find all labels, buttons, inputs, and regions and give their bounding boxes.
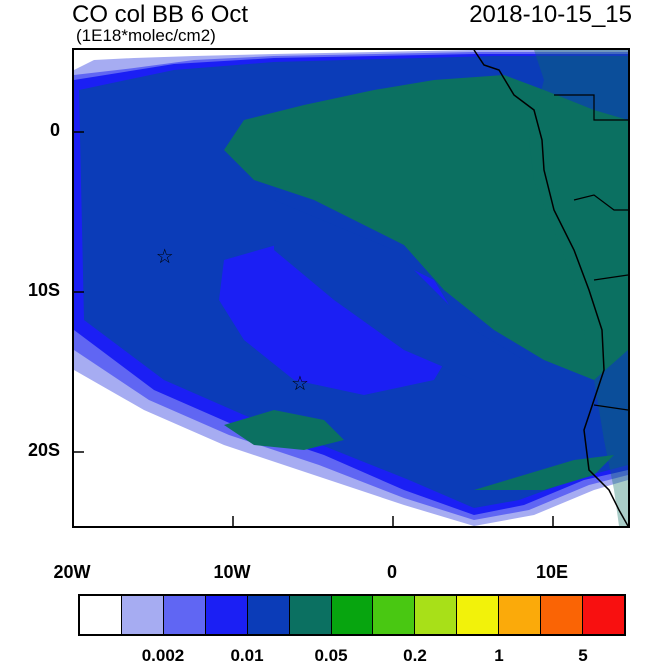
colorbar-swatch <box>415 596 458 634</box>
lon-label-0: 0 <box>386 562 397 582</box>
colorbar-label: 0.01 <box>230 646 264 665</box>
colorbar-swatch <box>289 596 332 634</box>
colorbar-swatch <box>499 596 542 634</box>
colorbar-swatch <box>205 596 248 634</box>
colorbar-swatch <box>457 596 500 634</box>
colorbar-label: 0.2 <box>403 646 427 665</box>
colorbar-swatch <box>121 596 164 634</box>
map-title: CO col BB 6 Oct <box>72 1 249 28</box>
star-marker-icon: ☆ <box>291 373 309 396</box>
lon-label-10e: 10E <box>535 562 569 582</box>
lat-label-10s: 10S <box>27 280 60 300</box>
colorbar-swatch <box>541 596 584 634</box>
lon-label-10w: 10W <box>213 562 251 582</box>
colorbar-label: 0.002 <box>141 646 185 665</box>
colorbar-label: 0.05 <box>314 646 348 665</box>
colorbar-swatch <box>583 596 624 634</box>
colorbar-swatch <box>373 596 416 634</box>
datetime-label: 2018-10-15_15 <box>469 1 632 28</box>
colorbar-swatch <box>247 596 290 634</box>
lat-label-20s: 20S <box>27 440 60 460</box>
colorbar-label: 1 <box>494 646 504 665</box>
colorbar-swatch <box>331 596 374 634</box>
map-panel: ☆ ☆ <box>72 48 630 528</box>
colorbar <box>78 594 626 636</box>
colorbar-swatch <box>163 596 206 634</box>
colorbar-swatch <box>80 596 122 634</box>
star-marker-icon: ☆ <box>155 245 174 268</box>
co-field-map <box>74 50 628 526</box>
colorbar-label: 5 <box>578 646 588 665</box>
lon-label-20w: 20W <box>53 562 91 582</box>
lat-label-0: 0 <box>49 120 60 140</box>
units-label: (1E18*molec/cm2) <box>76 26 216 45</box>
